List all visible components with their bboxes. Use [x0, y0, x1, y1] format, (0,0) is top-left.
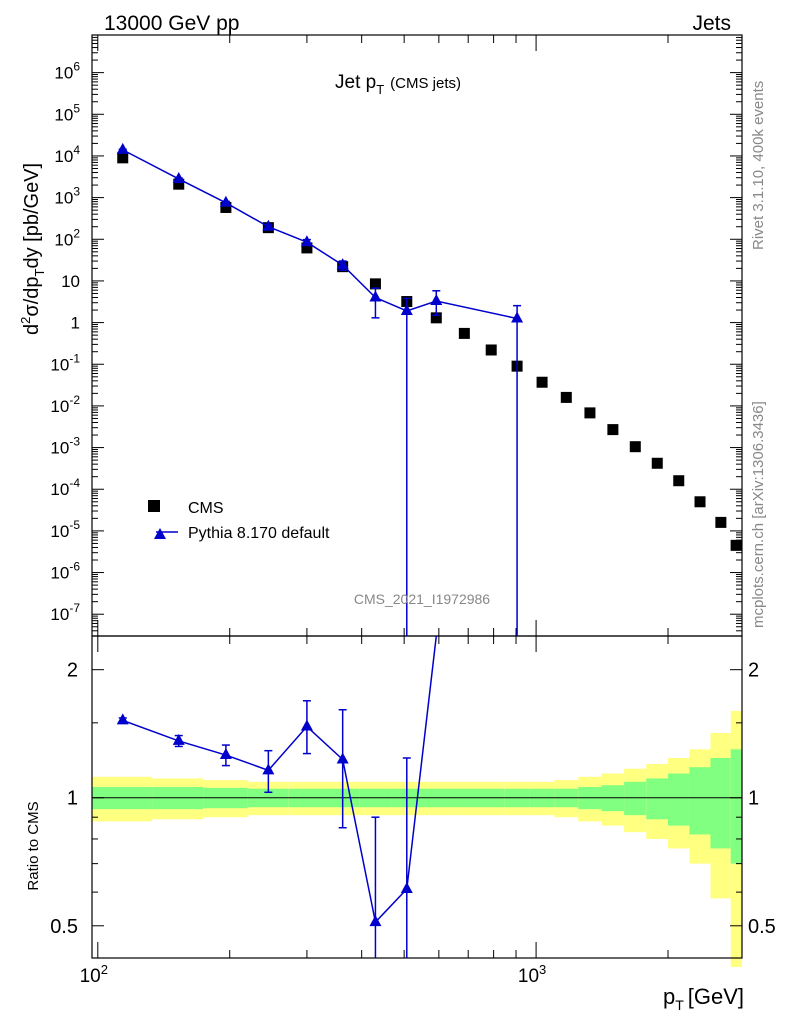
band-inner-bin [710, 757, 731, 849]
cms-data-point [536, 376, 548, 388]
cms-data-point [651, 457, 663, 469]
x-axis-label: pT [GeV] [663, 984, 744, 1013]
ratio-data-point [300, 719, 313, 731]
ratio-data-point [219, 748, 232, 760]
ratio-frame [91, 635, 743, 959]
axis-frames: 10-7 10-6 10-5 10-4 10-3 10-2 10-1 1 10 102 103 104… [50, 34, 776, 987]
legend-pythia-marker [154, 528, 166, 539]
cms-data-point [220, 201, 232, 213]
legend-pythia-label: Pythia 8.170 default [188, 525, 330, 542]
header-right: Jets [692, 12, 731, 35]
cms-data-point [430, 312, 442, 324]
cms-data-point [117, 152, 129, 164]
ratio-y-tick-label: 2 [67, 660, 78, 682]
main-panel-data [116, 142, 742, 636]
analysis-id: CMS_2021_I1972986 [354, 591, 490, 607]
band-inner-bin [646, 778, 669, 820]
main-y-label: d2σ/dpTdy [pb/GeV] [18, 163, 47, 335]
pythia-data-point [400, 303, 413, 315]
cms-data-point [694, 496, 706, 508]
main-y-tick-label: 1 [71, 314, 80, 333]
cms-data-point [560, 391, 572, 403]
main-y-tick-label: 10-2 [50, 393, 80, 416]
cms-data-point [673, 475, 685, 487]
ratio-data-point [400, 882, 413, 894]
xlabel-unit: [GeV] [688, 984, 744, 1009]
ratio-y-tick-label-right: 1 [748, 788, 759, 810]
main-y-tick-label: 10-6 [50, 560, 80, 583]
pythia-data-point [430, 293, 443, 305]
cms-data-point [369, 278, 381, 290]
main-y-tick-label: 10-4 [50, 476, 80, 499]
pythia-data-point [511, 311, 524, 323]
ratio-data-point [172, 733, 185, 745]
ratio-y-tick-label-right: 2 [748, 660, 759, 682]
pythia-line [122, 149, 518, 320]
cms-data-point [607, 424, 619, 436]
ratio-data-point [116, 713, 129, 725]
main-frame [91, 34, 743, 637]
main-y-tick-label: 105 [54, 101, 80, 124]
pythia-data-point [172, 171, 185, 183]
title-sub: T [376, 82, 384, 97]
main-y-tick-label: 10 [61, 272, 80, 291]
ratio-data-point [369, 915, 382, 927]
rivet-label: Rivet 3.1.10, 400k events [750, 81, 767, 250]
band-inner-bin [689, 767, 711, 835]
cms-data-point [485, 344, 497, 356]
main-y-tick-label: 106 [54, 60, 80, 83]
title-jet: Jet p [335, 72, 376, 93]
title-tail: (CMS jets) [390, 75, 461, 92]
ratio-panel-data [116, 635, 438, 958]
ylabel-sub: T [32, 268, 47, 276]
reference-label: mcplots.cern.ch [arXiv:1306.3436] [750, 401, 767, 628]
ratio-y-tick-label: 1 [67, 788, 78, 810]
pythia-data-point [369, 290, 382, 302]
main-y-tick-label: 10-5 [50, 518, 80, 541]
ratio-y-label: Ratio to CMS [25, 801, 42, 890]
band-inner-bin [730, 749, 742, 864]
cms-data-point [458, 327, 470, 339]
ylabel-part2: σ/dp [21, 276, 43, 316]
ylabel-part3: dy [pb/GeV] [21, 163, 43, 269]
main-y-tick-label: 10-1 [50, 351, 80, 374]
main-y-tick-label: 10-3 [50, 435, 80, 458]
pythia-data-point [336, 258, 349, 270]
cms-data-point [715, 516, 727, 528]
x-tick-label: 102 [80, 962, 108, 987]
band-inner-bin [668, 773, 690, 826]
cms-data-point [173, 178, 185, 190]
ylabel-part1: d [21, 324, 43, 335]
main-y-tick-label: 103 [54, 185, 80, 208]
cms-data-point [730, 539, 742, 551]
pythia-data-point [116, 142, 129, 154]
ratio-data-point [262, 763, 275, 775]
main-title: Jet pT (CMS jets) [335, 72, 461, 97]
x-tick-label: 103 [518, 962, 546, 987]
cms-data-point [629, 441, 641, 453]
band-inner-bin [624, 781, 647, 816]
legend-cms-marker [148, 500, 160, 512]
ratio-y-tick-label: 0.5 [50, 916, 78, 938]
main-y-tick-label: 102 [54, 226, 80, 249]
pythia-data-point [262, 219, 275, 231]
cms-data-point [584, 407, 596, 419]
cms-data-point [301, 242, 313, 254]
legend-cms-label: CMS [188, 500, 224, 517]
ylabel-sup: 2 [18, 317, 33, 324]
xlabel-sub: T [675, 997, 684, 1013]
ratio-uncertainty-band [92, 710, 742, 968]
main-y-tick-label: 10-7 [50, 601, 80, 624]
ratio-data-point [336, 752, 349, 764]
main-y-tick-label: 104 [54, 143, 80, 166]
pythia-data-point [219, 195, 232, 207]
pythia-data-point [300, 235, 313, 247]
header-left: 13000 GeV pp [104, 12, 239, 35]
xlabel-p: p [663, 984, 675, 1009]
ratio-y-tick-label-right: 0.5 [748, 916, 776, 938]
